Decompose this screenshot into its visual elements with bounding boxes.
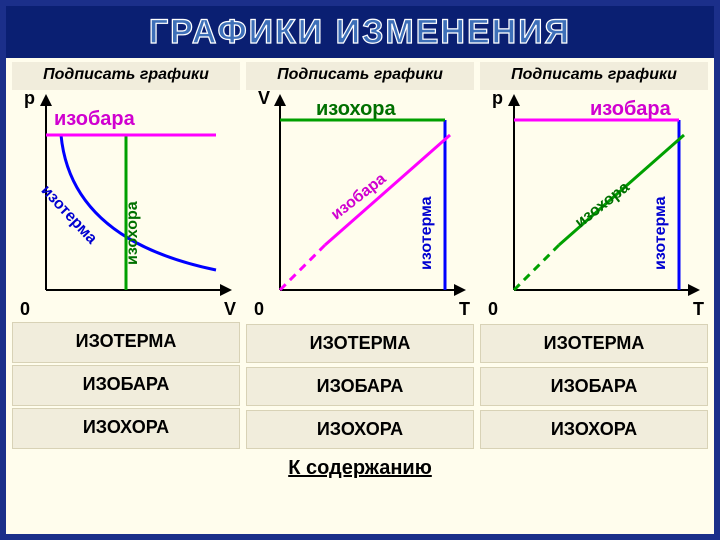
- curve-label: изотерма: [652, 196, 670, 270]
- subheader-3: Подписать графики: [480, 62, 708, 90]
- curve-isobar-dash: [280, 245, 325, 290]
- btn-isobar-2[interactable]: ИЗОБАРА: [246, 367, 474, 406]
- button-row-2: ИЗОБАРА ИЗОБАРА ИЗОБАРА: [12, 363, 708, 406]
- btn-isotherm-2[interactable]: ИЗОТЕРМА: [246, 324, 474, 363]
- origin-label: 0: [254, 299, 264, 320]
- btn-isobar-1[interactable]: ИЗОБАРА: [12, 365, 240, 406]
- button-row-3: ИЗОХОРА ИЗОХОРА ИЗОХОРА: [12, 406, 708, 449]
- btn-isotherm-1[interactable]: ИЗОТЕРМА: [12, 322, 240, 363]
- page-title: ГРАФИКИ ИЗМЕНЕНИЯ: [149, 13, 571, 52]
- axis-label-x: T: [459, 299, 470, 320]
- chart-box-vt: VT0изохораизобараизотерма: [246, 90, 474, 320]
- axis-label-y: p: [492, 88, 503, 109]
- chart-box-pt: pT0изобараизохораизотерма: [480, 90, 708, 320]
- curve-label: изохора: [316, 98, 396, 121]
- btn-isobar-3[interactable]: ИЗОБАРА: [480, 367, 708, 406]
- axis-label-x: T: [693, 299, 704, 320]
- chart-box-pv: pV0изобараизотермаизохора: [12, 90, 240, 320]
- charts-row: pV0изобараизотермаизохораVT0изохораизоба…: [12, 90, 708, 320]
- curve-label: изобара: [54, 108, 135, 131]
- curve-isochora-dash: [514, 245, 559, 290]
- chart-panel-vt: VT0изохораизобараизотерма: [246, 90, 474, 320]
- content-area: Подписать графики Подписать графики Подп…: [6, 58, 714, 480]
- btn-isochora-3[interactable]: ИЗОХОРА: [480, 410, 708, 449]
- subheader-2: Подписать графики: [246, 62, 474, 90]
- title-bar: ГРАФИКИ ИЗМЕНЕНИЯ: [6, 6, 714, 58]
- curve-label: изобара: [590, 98, 671, 121]
- axis-label-y: p: [24, 88, 35, 109]
- curve-label: изохора: [124, 201, 142, 265]
- chart-panel-pt: pT0изобараизохораизотерма: [480, 90, 708, 320]
- origin-label: 0: [20, 299, 30, 320]
- origin-label: 0: [488, 299, 498, 320]
- btn-isochora-1[interactable]: ИЗОХОРА: [12, 408, 240, 449]
- btn-isotherm-3[interactable]: ИЗОТЕРМА: [480, 324, 708, 363]
- axis-label-x: V: [224, 299, 236, 320]
- button-row-1: ИЗОТЕРМА ИЗОТЕРМА ИЗОТЕРМА: [12, 320, 708, 363]
- app-frame: ГРАФИКИ ИЗМЕНЕНИЯ Подписать графики Подп…: [0, 0, 720, 540]
- subheader-row: Подписать графики Подписать графики Подп…: [12, 62, 708, 90]
- curve-label: изотерма: [418, 196, 436, 270]
- chart-panel-pv: pV0изобараизотермаизохора: [12, 90, 240, 320]
- footer-link-to-contents[interactable]: К содержанию: [12, 449, 708, 480]
- subheader-1: Подписать графики: [12, 62, 240, 90]
- axis-label-y: V: [258, 88, 270, 109]
- btn-isochora-2[interactable]: ИЗОХОРА: [246, 410, 474, 449]
